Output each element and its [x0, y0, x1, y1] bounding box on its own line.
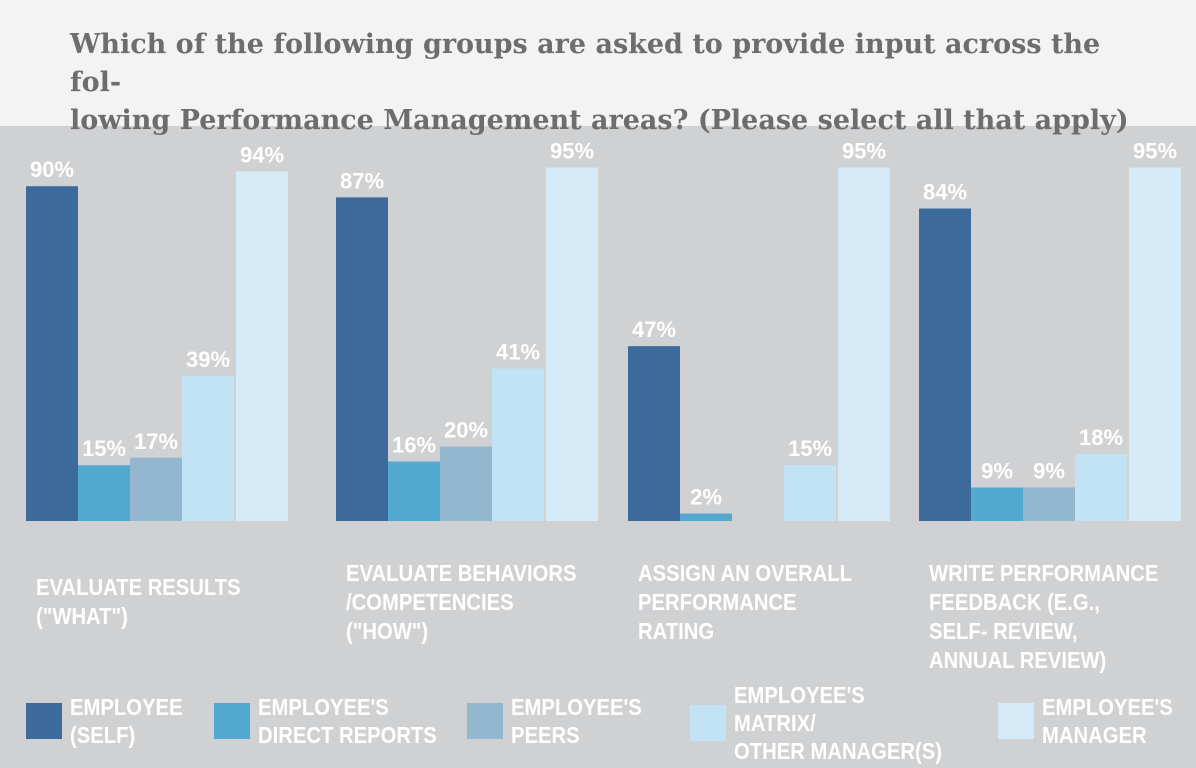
legend-item: EMPLOYEE'S MANAGER [998, 691, 1191, 751]
legend-item: EMPLOYEE'S PEERS [467, 691, 660, 751]
data-label: 9% [1033, 459, 1065, 484]
data-label: 41% [496, 339, 540, 364]
data-label: 9% [981, 459, 1013, 484]
legend-label: EMPLOYEE'S PEERS [511, 694, 642, 748]
bar [838, 167, 890, 521]
bar [971, 487, 1023, 521]
category-label: EVALUATE BEHAVIORS /COMPETENCIES ("HOW") [346, 560, 577, 644]
bar [182, 375, 234, 521]
data-label: 95% [550, 139, 594, 164]
legend-item: EMPLOYEE'S MATRIX/ OTHER MANAGER(S) [690, 678, 970, 768]
data-label: 17% [134, 429, 178, 454]
chart-header: Which of the following groups are asked … [0, 0, 1196, 136]
data-label: 15% [788, 436, 832, 461]
data-label: 95% [842, 139, 886, 164]
legend-swatch [690, 705, 726, 741]
bar [1023, 487, 1075, 521]
bar [130, 457, 182, 521]
data-label: 18% [1079, 425, 1123, 450]
bar [546, 167, 598, 521]
bar [1129, 167, 1181, 521]
data-label: 20% [444, 418, 488, 443]
data-label: 16% [392, 432, 436, 457]
data-label: 87% [340, 168, 384, 193]
legend-label: EMPLOYEE'S MANAGER [1042, 694, 1173, 748]
bar [784, 465, 836, 521]
data-label: 95% [1133, 139, 1177, 164]
bar-plot: 90% 15% 17% 39% 94% 87% 16% 20% 41% 95% 47% 2% 15% 95… [26, 139, 1181, 522]
data-label: 47% [632, 317, 676, 342]
legend-label: EMPLOYEE (SELF) [70, 694, 183, 748]
data-label: 15% [82, 436, 126, 461]
bar [919, 208, 971, 521]
data-label: 39% [186, 347, 230, 372]
legend-item: EMPLOYEE'S DIRECT REPORTS [214, 691, 461, 751]
bar [78, 465, 130, 521]
category-label: WRITE PERFORMANCE FEEDBACK (E.G., SELF- … [929, 560, 1159, 673]
data-label: 84% [923, 180, 967, 205]
legend-swatch [998, 703, 1034, 739]
bar [1075, 454, 1127, 521]
legend-item: EMPLOYEE (SELF) [26, 691, 198, 751]
bar-chart: 90% 15% 17% 39% 94% 87% 16% 20% 41% 95% 47% 2% 15% 95… [0, 126, 1196, 766]
bar [628, 346, 680, 521]
bar [492, 368, 544, 521]
bar [236, 171, 288, 521]
bar [388, 461, 440, 521]
category-label: ASSIGN AN OVERALL PERFORMANCE RATING [638, 560, 853, 644]
bar [680, 513, 732, 521]
data-label: 94% [240, 142, 284, 167]
data-label: 90% [30, 157, 74, 182]
chart-title: Which of the following groups are asked … [70, 29, 1129, 136]
legend-swatch [26, 703, 62, 739]
data-label: 2% [690, 485, 722, 510]
legend-label: EMPLOYEE'S MATRIX/ OTHER MANAGER(S) [734, 682, 943, 764]
legend-label: EMPLOYEE'S DIRECT REPORTS [258, 694, 437, 748]
category-label: EVALUATE RESULTS ("WHAT") [36, 574, 241, 629]
bar [336, 197, 388, 522]
legend-swatch [214, 703, 250, 739]
bar [26, 186, 78, 521]
bar [440, 446, 492, 521]
legend-swatch [467, 703, 503, 739]
